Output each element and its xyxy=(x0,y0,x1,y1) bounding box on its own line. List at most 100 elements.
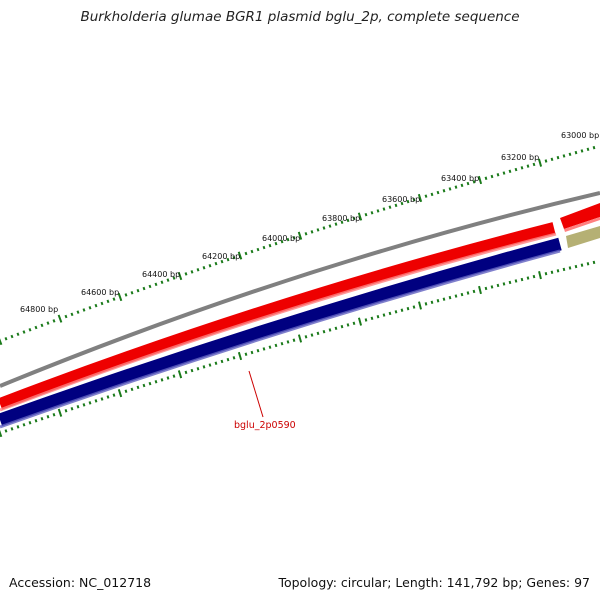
inner-ruler-minor-tick xyxy=(106,395,110,399)
inner-ruler-minor-tick xyxy=(406,306,410,311)
forward-gene-bar-next[interactable] xyxy=(560,203,600,229)
ruler-label-64600: 64600 bp xyxy=(81,288,119,297)
outer-ruler-minor-tick xyxy=(244,251,248,256)
outer-ruler-minor-tick xyxy=(526,164,530,168)
outer-ruler-minor-tick xyxy=(310,230,314,234)
inner-ruler-minor-tick xyxy=(550,270,554,274)
inner-ruler-minor-tick xyxy=(46,414,50,419)
forward-gene-bar[interactable] xyxy=(0,222,556,410)
inner-ruler-major-tick xyxy=(237,351,243,361)
outer-ruler-minor-tick xyxy=(430,192,434,197)
outer-ruler-minor-tick xyxy=(334,222,338,226)
inner-ruler-minor-tick xyxy=(424,302,428,306)
outer-ruler-minor-tick xyxy=(76,310,80,314)
inner-ruler-minor-tick xyxy=(148,381,152,386)
inner-ruler-minor-tick xyxy=(34,419,38,423)
outer-ruler-minor-tick xyxy=(232,255,236,260)
outer-ruler-minor-tick xyxy=(340,220,344,224)
outer-ruler-minor-tick xyxy=(520,166,524,170)
outer-ruler-minor-tick xyxy=(346,218,350,223)
outer-ruler-minor-tick xyxy=(46,321,50,325)
outer-ruler-minor-tick xyxy=(286,237,290,242)
inner-ruler-minor-tick xyxy=(460,292,464,297)
inner-ruler-minor-tick xyxy=(568,266,572,270)
backbone-arc xyxy=(0,191,600,388)
ruler-label-63800: 63800 bp xyxy=(322,214,360,223)
inner-ruler-minor-tick xyxy=(130,387,134,392)
outer-ruler-minor-tick xyxy=(166,278,170,282)
inner-ruler-minor-tick xyxy=(556,269,560,273)
inner-ruler-minor-tick xyxy=(184,370,188,375)
inner-ruler-minor-tick xyxy=(304,335,308,339)
outer-ruler-minor-tick xyxy=(544,159,548,163)
outer-ruler-minor-tick xyxy=(16,332,20,337)
inner-ruler-major-tick xyxy=(538,271,542,280)
inner-ruler-minor-tick xyxy=(364,318,368,322)
inner-ruler-minor-tick xyxy=(40,417,44,421)
outer-ruler-minor-tick xyxy=(52,319,56,323)
outer-ruler-minor-tick xyxy=(220,259,224,264)
inner-ruler-minor-tick xyxy=(454,294,458,298)
gene-label[interactable]: bglu_2p0590 xyxy=(234,420,296,431)
inner-ruler-minor-tick xyxy=(400,308,404,312)
inner-ruler-minor-tick xyxy=(250,350,254,355)
outer-ruler-minor-tick xyxy=(250,249,254,254)
outer-ruler-minor-tick xyxy=(586,147,590,152)
outer-ruler-minor-tick xyxy=(268,243,272,248)
ruler-label-64800: 64800 bp xyxy=(20,305,58,314)
inner-ruler-minor-tick xyxy=(112,393,116,397)
inner-ruler-minor-tick xyxy=(544,272,548,276)
inner-ruler-minor-tick xyxy=(442,297,446,301)
inner-ruler-minor-tick xyxy=(70,407,74,411)
inner-ruler-minor-tick xyxy=(514,279,518,283)
inner-ruler xyxy=(0,260,596,438)
inner-ruler-minor-tick xyxy=(214,361,218,365)
outer-ruler-major-tick xyxy=(57,314,63,323)
inner-ruler-minor-tick xyxy=(256,348,260,353)
inner-ruler-major-tick xyxy=(297,334,303,343)
inner-ruler-minor-tick xyxy=(496,283,500,288)
inner-ruler-minor-tick xyxy=(562,267,566,272)
outer-ruler-minor-tick xyxy=(562,154,566,158)
outer-ruler-minor-tick xyxy=(412,198,416,202)
outer-ruler-minor-tick xyxy=(100,301,104,306)
inner-ruler-minor-tick xyxy=(310,333,314,337)
inner-ruler-minor-tick xyxy=(322,329,326,334)
inner-ruler-minor-tick xyxy=(220,359,224,364)
inner-ruler-minor-tick xyxy=(574,264,578,269)
map-title: Burkholderia glumae BGR1 plasmid bglu_2p… xyxy=(80,9,520,25)
other-feature-bar[interactable] xyxy=(566,226,600,248)
ruler-label-63000: 63000 bp xyxy=(561,131,599,140)
inner-ruler-major-tick xyxy=(478,285,482,295)
outer-ruler-minor-tick xyxy=(502,171,506,175)
inner-ruler-minor-tick xyxy=(244,352,248,356)
outer-ruler-minor-tick xyxy=(304,232,308,236)
ruler-label-64200: 64200 bp xyxy=(202,252,240,261)
outer-ruler-minor-tick xyxy=(190,270,194,274)
ruler-label-63400: 63400 bp xyxy=(441,174,479,183)
inner-ruler-minor-tick xyxy=(94,399,98,403)
outer-ruler-minor-tick xyxy=(454,185,458,189)
outer-ruler-minor-tick xyxy=(160,280,164,284)
outer-ruler-minor-tick xyxy=(202,266,206,270)
outer-ruler-minor-tick xyxy=(394,203,398,208)
ruler-label-63600: 63600 bp xyxy=(382,195,420,204)
inner-ruler-minor-tick xyxy=(580,263,584,267)
inner-ruler-minor-tick xyxy=(502,282,506,286)
outer-ruler-minor-tick xyxy=(328,224,332,228)
outer-ruler-minor-tick xyxy=(4,336,8,341)
inner-ruler-minor-tick xyxy=(4,429,8,433)
outer-ruler-minor-tick xyxy=(424,194,428,198)
outer-ruler-minor-tick xyxy=(364,212,368,217)
outer-ruler-minor-tick xyxy=(442,189,446,193)
reverse-gene-bar[interactable] xyxy=(0,237,562,427)
inner-ruler-minor-tick xyxy=(226,357,230,362)
outer-ruler-minor-tick xyxy=(550,157,554,162)
outer-ruler-minor-tick xyxy=(472,180,476,184)
inner-ruler-minor-tick xyxy=(352,321,356,326)
outer-ruler-minor-tick xyxy=(556,155,560,160)
outer-ruler-minor-tick xyxy=(508,169,512,174)
inner-ruler-minor-tick xyxy=(154,380,158,384)
outer-ruler-major-tick xyxy=(537,158,543,167)
